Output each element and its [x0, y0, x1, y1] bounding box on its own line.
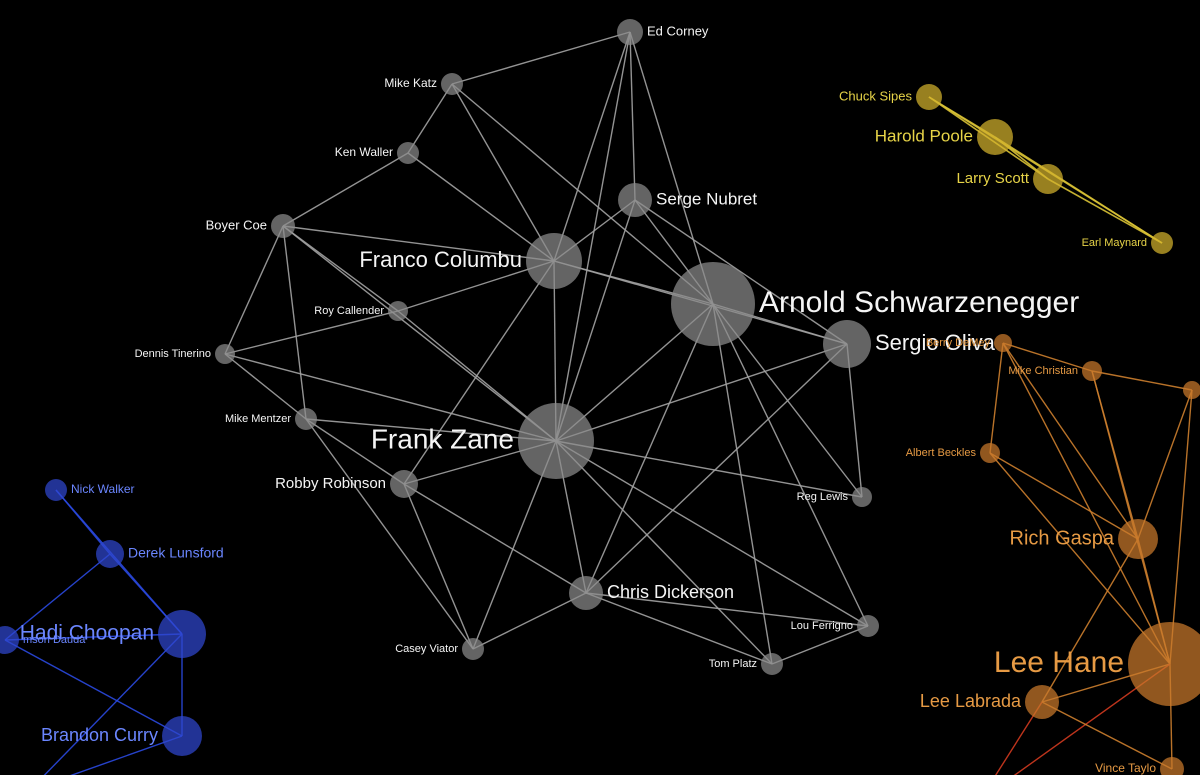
node-label: Berry DeMey — [926, 337, 991, 349]
node[interactable] — [1151, 232, 1173, 254]
node-label: Arnold Schwarzenegger — [759, 286, 1079, 319]
node-label: Casey Viator — [395, 643, 458, 655]
node-label: Ed Corney — [647, 23, 709, 38]
node-label: Boyer Coe — [206, 217, 267, 232]
edge — [713, 304, 772, 664]
edge — [554, 32, 630, 261]
edge — [452, 84, 554, 261]
node[interactable] — [388, 301, 408, 321]
node-label: Lee Hane — [994, 646, 1124, 679]
node-label: Dennis Tinerino — [135, 348, 211, 360]
node-label: Larry Scott — [956, 170, 1029, 187]
edge — [30, 634, 182, 775]
edge — [283, 153, 408, 226]
node-label: Lee Labrada — [920, 691, 1022, 711]
edge — [586, 304, 713, 593]
edge — [1042, 702, 1172, 769]
node[interactable] — [96, 540, 124, 568]
node[interactable] — [390, 470, 418, 498]
edge — [630, 32, 635, 200]
edge — [556, 344, 847, 441]
edge — [995, 137, 1162, 243]
node-label: Mike Christian — [1008, 365, 1078, 377]
node[interactable] — [617, 19, 643, 45]
node[interactable] — [162, 716, 202, 756]
edge — [1048, 179, 1162, 243]
node[interactable] — [980, 443, 1000, 463]
node[interactable] — [45, 479, 67, 501]
node[interactable] — [158, 610, 206, 658]
node[interactable] — [271, 214, 295, 238]
node-label: Reg Lewis — [797, 491, 849, 503]
node-label: Roy Callender — [314, 305, 384, 317]
node-label: Mike Katz — [384, 76, 437, 90]
node[interactable] — [526, 233, 582, 289]
node[interactable] — [1183, 381, 1200, 399]
edge — [990, 343, 1003, 453]
node[interactable] — [518, 403, 594, 479]
node[interactable] — [462, 638, 484, 660]
edge — [283, 226, 306, 419]
edge — [630, 32, 713, 304]
node-label: Nick Walker — [71, 482, 135, 496]
edge — [1092, 371, 1138, 539]
node-label: Serge Nubret — [656, 189, 757, 208]
node-label: Derek Lunsford — [128, 545, 224, 561]
node[interactable] — [671, 262, 755, 346]
node-label: Franco Columbu — [359, 247, 522, 272]
edge — [5, 640, 182, 736]
node[interactable] — [761, 653, 783, 675]
edge — [225, 311, 398, 354]
node[interactable] — [441, 73, 463, 95]
node-label: Rich Gaspa — [1010, 527, 1115, 549]
node-label: Earl Maynard — [1082, 237, 1147, 249]
edge — [404, 484, 586, 593]
node-label: Frank Zane — [371, 423, 514, 454]
edge — [452, 32, 630, 84]
edge — [556, 200, 635, 441]
node[interactable] — [1025, 685, 1059, 719]
edge — [1092, 371, 1192, 390]
node[interactable] — [1128, 622, 1200, 706]
node-label: Albert Beckles — [906, 447, 977, 459]
node-label: Harold Poole — [875, 126, 973, 145]
node-label: Chris Dickerson — [607, 582, 734, 602]
edge — [1138, 390, 1192, 539]
edge — [990, 453, 1138, 539]
node[interactable] — [569, 576, 603, 610]
node[interactable] — [1082, 361, 1102, 381]
node[interactable] — [977, 119, 1013, 155]
node[interactable] — [916, 84, 942, 110]
edge — [473, 593, 586, 649]
node[interactable] — [397, 142, 419, 164]
labels-layer: Arnold Schwarzenegger Franco Columbu Frank… — [20, 23, 1200, 775]
node-label: mson Dauda — [23, 634, 86, 646]
edge — [225, 354, 306, 419]
node[interactable] — [1160, 757, 1184, 775]
network-graph[interactable]: Arnold Schwarzenegger Franco Columbu Frank… — [0, 0, 1200, 775]
node-label: Ken Waller — [335, 145, 393, 159]
node[interactable] — [852, 487, 872, 507]
node-label: Brandon Curry — [41, 725, 158, 745]
node[interactable] — [1033, 164, 1063, 194]
node-label: Mike Mentzer — [225, 413, 291, 425]
edge — [404, 484, 473, 649]
edge — [1003, 343, 1170, 664]
node[interactable] — [215, 344, 235, 364]
node[interactable] — [618, 183, 652, 217]
node-label: Robby Robinson — [275, 475, 386, 492]
node-label: Chuck Sipes — [839, 88, 912, 103]
edge — [225, 226, 283, 354]
node[interactable] — [857, 615, 879, 637]
node-label: Tom Platz — [709, 658, 757, 670]
node[interactable] — [1118, 519, 1158, 559]
node[interactable] — [994, 334, 1012, 352]
node[interactable] — [823, 320, 871, 368]
edge — [408, 84, 452, 153]
node-label: Vince Taylo — [1095, 761, 1156, 775]
node[interactable] — [295, 408, 317, 430]
node-label: Lou Ferrigno — [791, 620, 853, 632]
